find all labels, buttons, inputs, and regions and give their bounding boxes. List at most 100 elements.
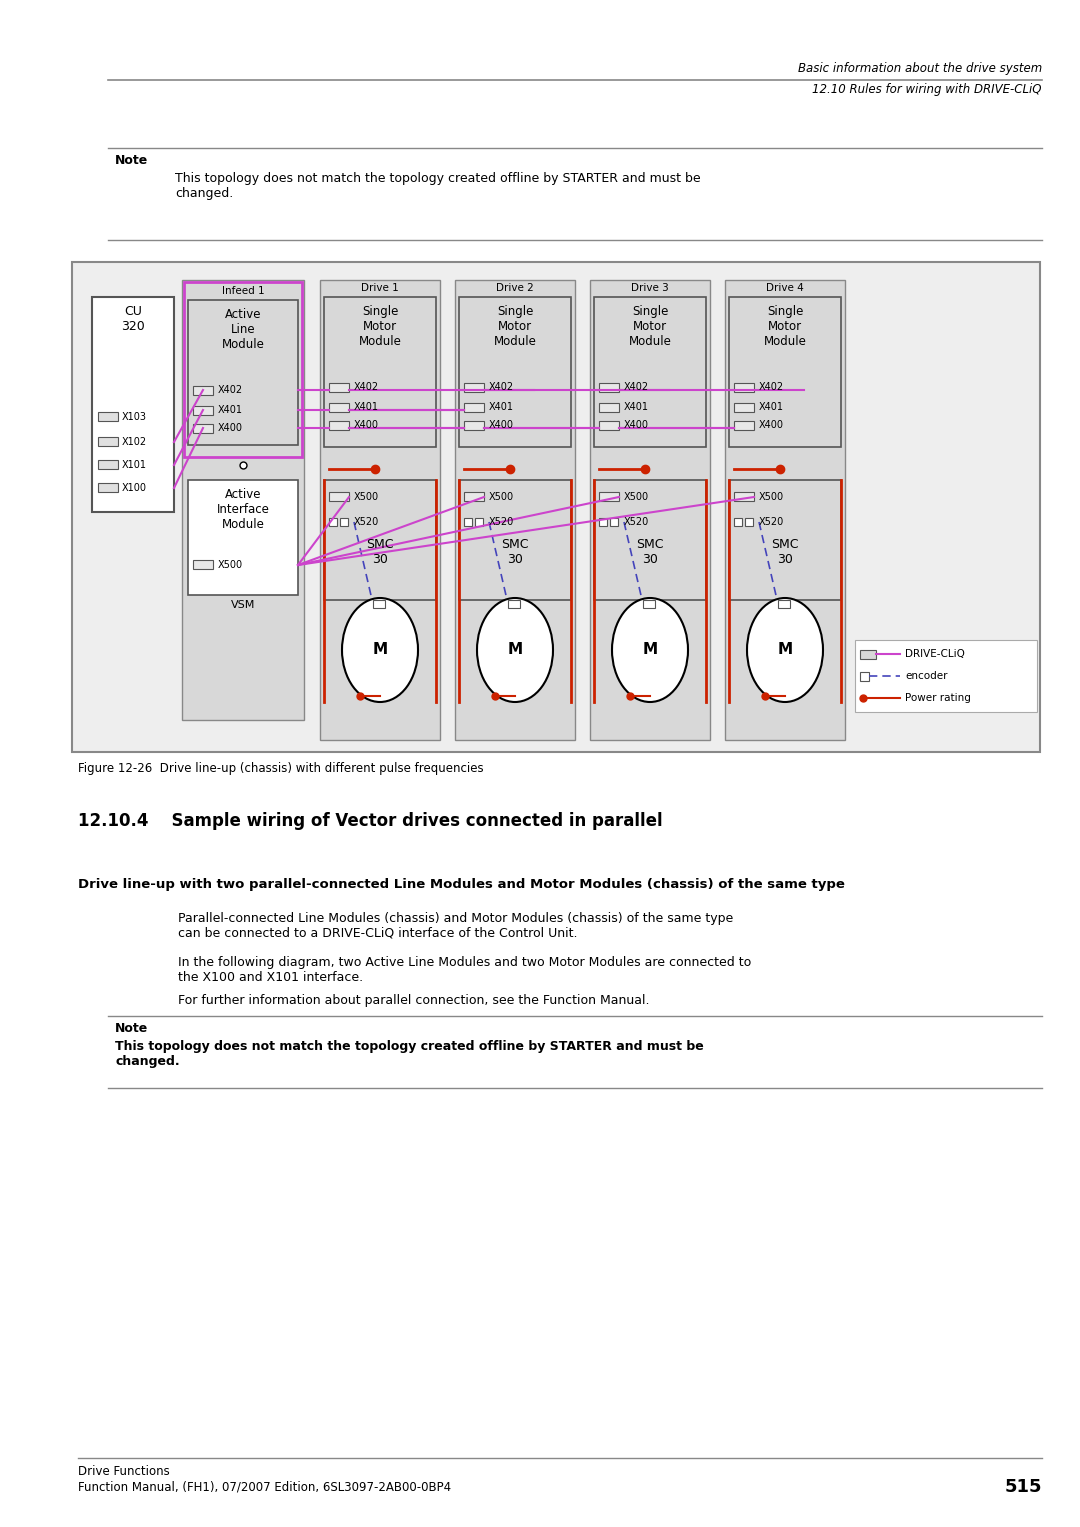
Bar [734, 492, 754, 501]
Text: 12.10.4    Sample wiring of Vector drives connected in parallel: 12.10.4 Sample wiring of Vector drives c… [78, 812, 663, 831]
Text: Single
Motor
Module: Single Motor Module [359, 305, 402, 348]
Text: Single
Motor
Module: Single Motor Module [764, 305, 807, 348]
Text: X402: X402 [489, 382, 514, 392]
Text: X401: X401 [624, 402, 649, 412]
Bar [734, 518, 742, 525]
Bar [599, 492, 619, 501]
Text: X402: X402 [759, 382, 784, 392]
Bar [745, 518, 753, 525]
Bar [459, 479, 571, 600]
Bar [464, 421, 484, 431]
Bar [72, 263, 1040, 751]
Text: 515: 515 [1004, 1478, 1042, 1496]
Ellipse shape [612, 599, 688, 702]
Bar [860, 651, 876, 660]
Text: Basic information about the drive system: Basic information about the drive system [798, 63, 1042, 75]
Bar [193, 406, 213, 415]
Text: X500: X500 [624, 492, 649, 502]
Text: X500: X500 [759, 492, 784, 502]
Text: X101: X101 [122, 460, 147, 470]
Text: Infeed 1: Infeed 1 [221, 286, 265, 296]
Text: Figure 12-26  Drive line-up (chassis) with different pulse frequencies: Figure 12-26 Drive line-up (chassis) wit… [78, 762, 484, 776]
Text: X500: X500 [489, 492, 514, 502]
Bar [590, 279, 710, 741]
Bar [98, 437, 118, 446]
Text: X500: X500 [354, 492, 379, 502]
Bar [320, 279, 440, 741]
Text: encoder: encoder [905, 670, 947, 681]
Bar [599, 403, 619, 412]
Bar [475, 518, 483, 525]
Bar [324, 479, 436, 600]
Text: SMC
30: SMC 30 [366, 538, 394, 567]
Bar [193, 560, 213, 570]
Bar [734, 403, 754, 412]
Bar [725, 279, 845, 741]
Bar [455, 279, 575, 741]
Text: 12.10 Rules for wiring with DRIVE-CLiQ: 12.10 Rules for wiring with DRIVE-CLiQ [812, 82, 1042, 96]
Bar [329, 403, 349, 412]
Text: SMC
30: SMC 30 [771, 538, 799, 567]
Text: This topology does not match the topology created offline by STARTER and must be: This topology does not match the topolog… [175, 173, 701, 200]
Bar [643, 600, 654, 608]
Text: X100: X100 [122, 483, 147, 493]
Bar [329, 518, 337, 525]
Text: X400: X400 [489, 420, 514, 431]
Text: CU
320: CU 320 [121, 305, 145, 333]
Text: Drive 2: Drive 2 [496, 282, 534, 293]
Text: M: M [778, 643, 793, 658]
Ellipse shape [477, 599, 553, 702]
Text: Drive line-up with two parallel-connected Line Modules and Motor Modules (chassi: Drive line-up with two parallel-connecte… [78, 878, 845, 890]
Text: X400: X400 [624, 420, 649, 431]
Text: X400: X400 [759, 420, 784, 431]
Text: M: M [508, 643, 523, 658]
Bar [373, 600, 384, 608]
Text: M: M [373, 643, 388, 658]
Bar [188, 479, 298, 596]
Bar [778, 600, 789, 608]
Text: Parallel-connected Line Modules (chassis) and Motor Modules (chassis) of the sam: Parallel-connected Line Modules (chassis… [178, 912, 733, 941]
Bar [734, 383, 754, 392]
Text: X520: X520 [354, 518, 379, 527]
Bar [92, 296, 174, 512]
Bar [464, 403, 484, 412]
Ellipse shape [747, 599, 823, 702]
Bar [729, 296, 841, 447]
Ellipse shape [342, 599, 418, 702]
Text: X402: X402 [354, 382, 379, 392]
Text: X401: X401 [759, 402, 784, 412]
Bar [98, 460, 118, 469]
Text: X400: X400 [218, 423, 243, 434]
Bar [464, 518, 472, 525]
Text: Drive 4: Drive 4 [766, 282, 804, 293]
Bar [508, 600, 519, 608]
Bar [610, 518, 618, 525]
Bar [193, 425, 213, 434]
Bar [329, 421, 349, 431]
Bar [860, 672, 869, 681]
Text: Drive Functions: Drive Functions [78, 1464, 170, 1478]
Text: X401: X401 [218, 405, 243, 415]
Text: SMC
30: SMC 30 [501, 538, 529, 567]
Bar [459, 296, 571, 447]
Text: X500: X500 [218, 560, 243, 570]
Text: X402: X402 [624, 382, 649, 392]
Bar [599, 421, 619, 431]
Text: X401: X401 [354, 402, 379, 412]
Text: X400: X400 [354, 420, 379, 431]
Text: Note: Note [114, 154, 148, 166]
Text: This topology does not match the topology created offline by STARTER and must be: This topology does not match the topolog… [114, 1040, 704, 1067]
Text: X103: X103 [122, 412, 147, 421]
Bar [193, 386, 213, 395]
Bar [464, 492, 484, 501]
Bar [329, 492, 349, 501]
Bar [329, 383, 349, 392]
Text: X520: X520 [489, 518, 514, 527]
Text: Drive 3: Drive 3 [631, 282, 669, 293]
Text: X401: X401 [489, 402, 514, 412]
Bar [734, 421, 754, 431]
Text: Drive 1: Drive 1 [361, 282, 399, 293]
Text: Active
Interface
Module: Active Interface Module [217, 489, 269, 531]
Bar [184, 282, 302, 457]
Text: Active
Line
Module: Active Line Module [221, 308, 265, 351]
